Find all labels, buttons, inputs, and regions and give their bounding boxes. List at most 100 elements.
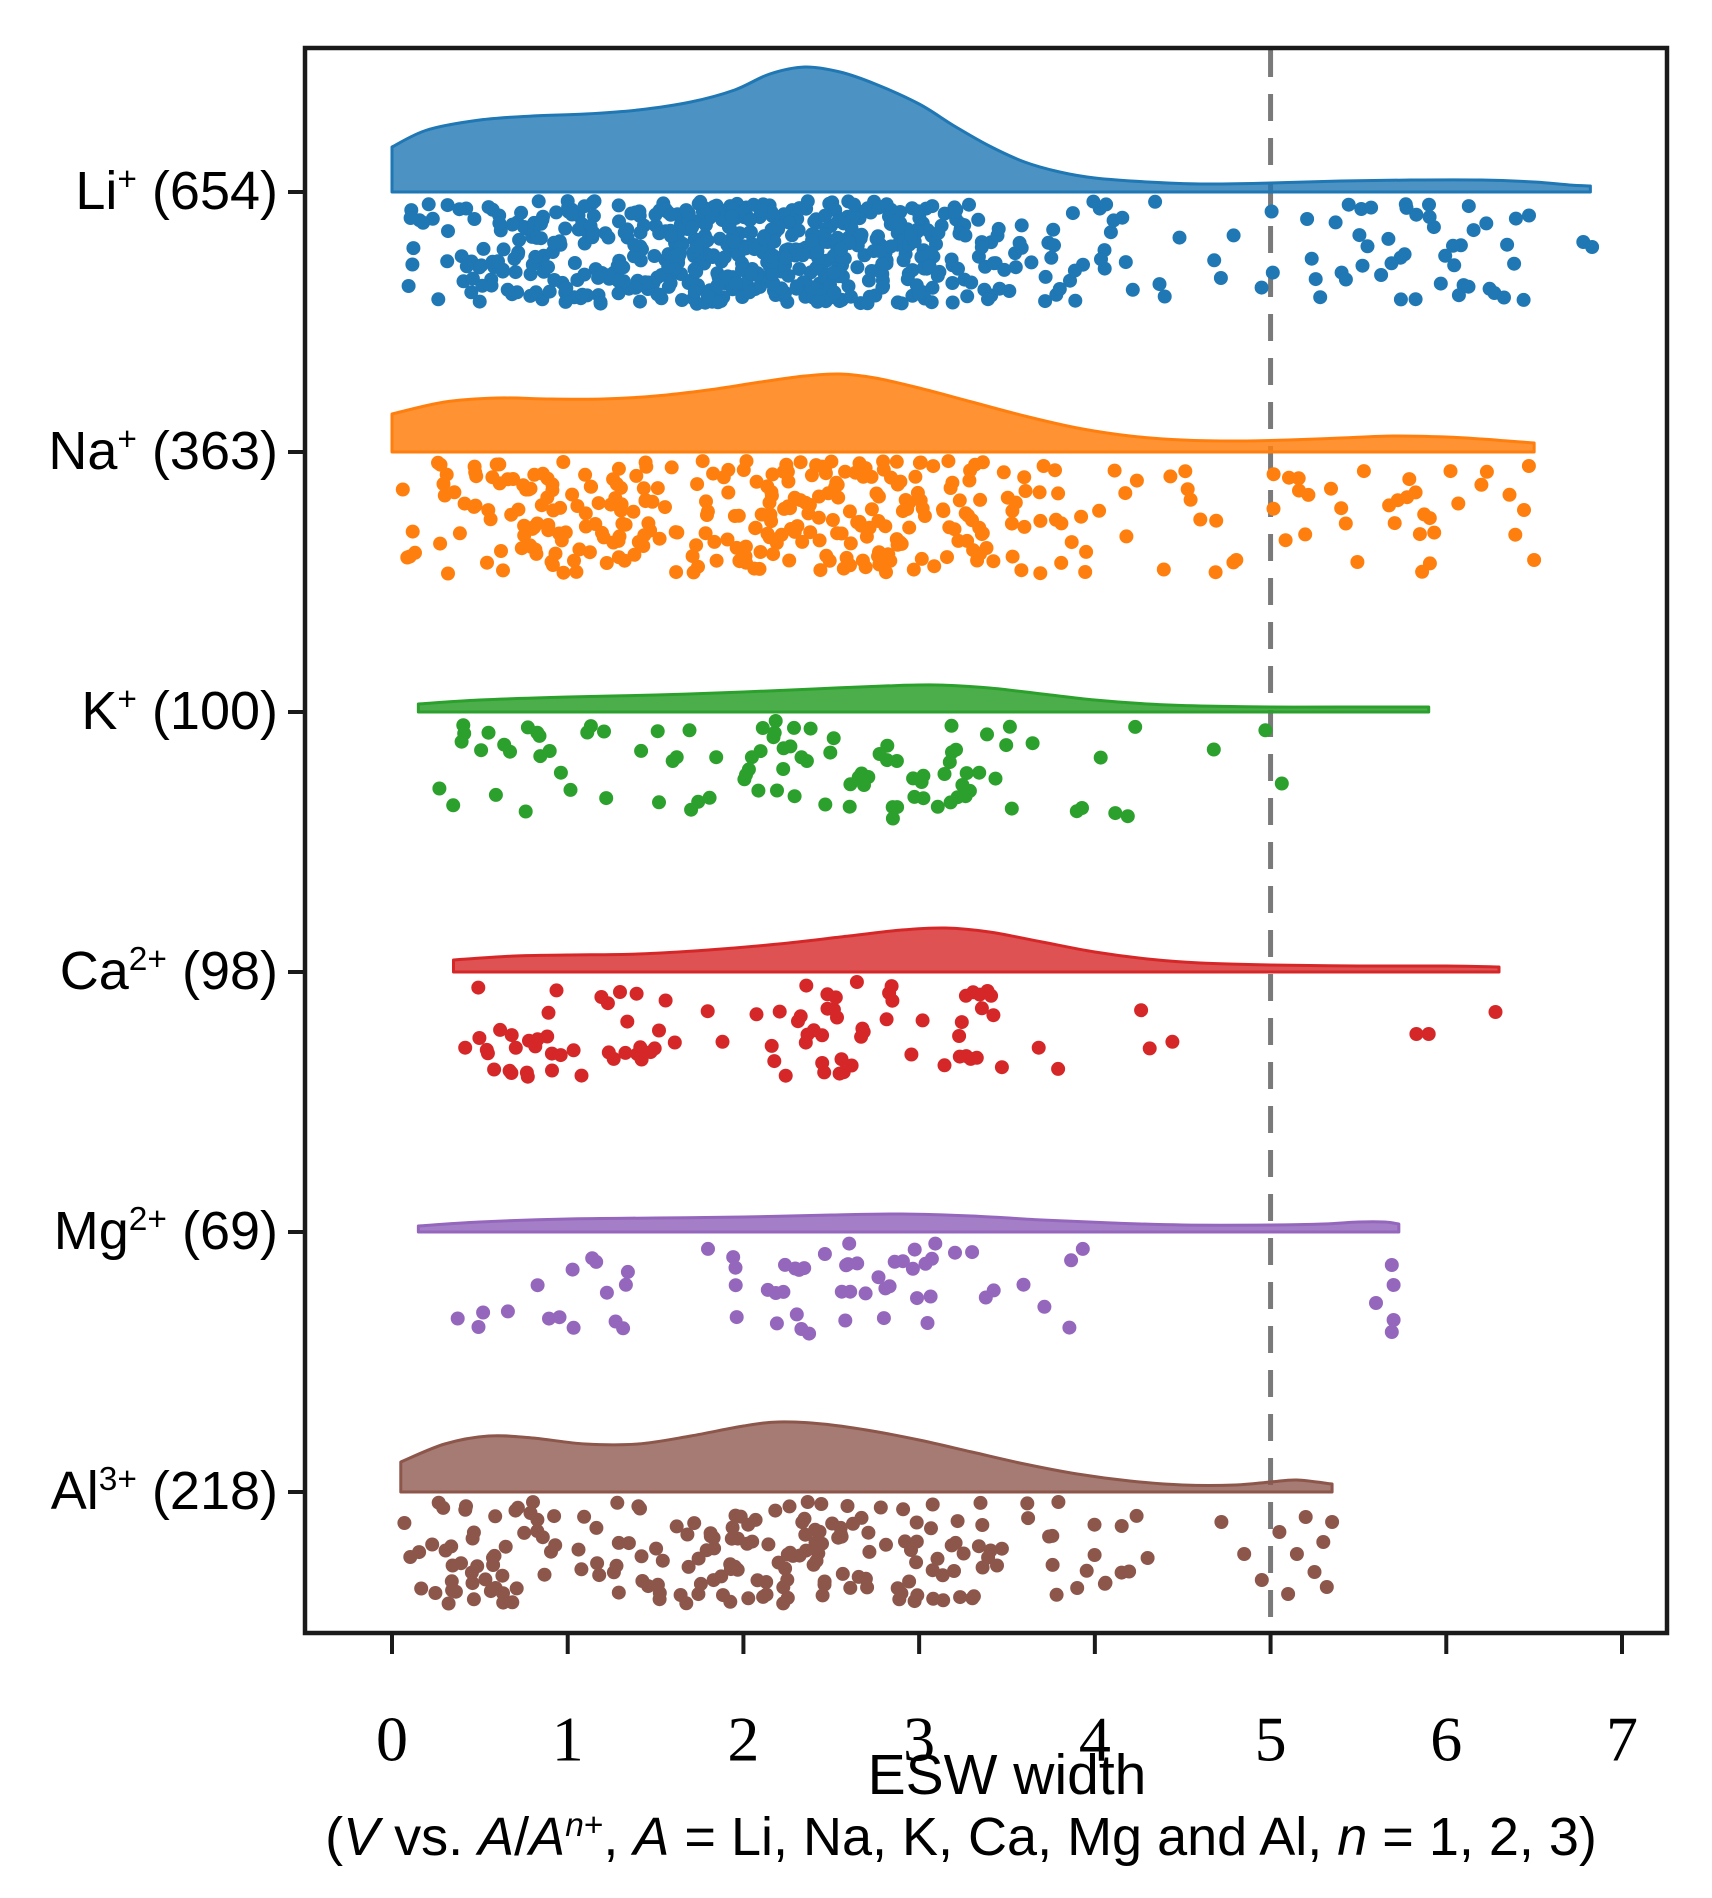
data-point (789, 1307, 804, 1322)
data-point (508, 1503, 523, 1518)
data-point (1479, 464, 1494, 479)
data-point (885, 811, 900, 826)
data-point (728, 276, 743, 291)
data-point (749, 474, 764, 489)
data-point (858, 1286, 873, 1301)
data-point (474, 743, 489, 758)
data-point (537, 1567, 552, 1582)
data-point (454, 734, 469, 749)
data-point (450, 1311, 465, 1326)
density-na (390, 372, 1536, 454)
category-label-li: Li+ (654) (75, 161, 278, 221)
data-point (620, 1014, 635, 1029)
data-point (739, 454, 754, 469)
data-point (721, 485, 736, 500)
data-point (1065, 206, 1080, 221)
data-point (552, 1310, 567, 1325)
data-point (664, 460, 679, 475)
data-point (700, 233, 715, 248)
data-point (508, 1040, 523, 1055)
data-point (925, 1497, 940, 1512)
data-point (800, 194, 815, 209)
data-point (503, 744, 517, 759)
data-point (766, 547, 781, 562)
data-point (397, 1516, 412, 1530)
data-point (617, 553, 632, 568)
data-point (517, 518, 532, 533)
data-point (1422, 511, 1437, 526)
data-point (768, 714, 783, 728)
data-point (930, 268, 945, 283)
data-point (986, 1008, 1001, 1023)
data-point (1017, 519, 1032, 534)
data-point (611, 461, 626, 476)
data-point (691, 1587, 706, 1602)
data-point (487, 1062, 502, 1077)
data-point (871, 489, 886, 504)
data-point (979, 541, 994, 555)
density-li (390, 65, 1592, 194)
data-point (498, 1539, 513, 1554)
data-point (693, 194, 708, 209)
data-point (879, 1537, 893, 1552)
data-point (508, 265, 523, 280)
data-point (483, 512, 498, 527)
data-point (927, 559, 942, 574)
data-point (400, 550, 415, 565)
data-point (458, 1040, 473, 1055)
data-point (804, 280, 819, 295)
data-point (972, 765, 987, 780)
data-point (421, 197, 436, 212)
data-point (1014, 563, 1029, 578)
data-point (571, 1542, 586, 1557)
data-point (528, 249, 543, 264)
data-point (684, 802, 699, 817)
data-point (728, 1260, 743, 1275)
data-point (578, 519, 593, 534)
data-point (755, 721, 770, 735)
data-point-outlier (1254, 1573, 1269, 1587)
data-point (1021, 1511, 1036, 1526)
data-point (831, 214, 846, 228)
data-point (1384, 256, 1399, 271)
data-point (1266, 501, 1281, 516)
data-point (541, 1005, 556, 1020)
data-point (772, 1004, 787, 1019)
data-point (904, 227, 919, 242)
data-point (779, 251, 793, 266)
data-point (962, 197, 976, 212)
data-point (1114, 1519, 1129, 1533)
data-point (582, 545, 597, 560)
data-point-outlier (1316, 1535, 1331, 1549)
data-point (914, 551, 929, 566)
data-point (931, 225, 946, 240)
data-point (997, 262, 1012, 277)
data-point (871, 1270, 886, 1285)
data-point (545, 1063, 559, 1078)
data-point (549, 205, 564, 220)
data-point (572, 542, 587, 557)
data-point (937, 767, 952, 781)
data-point (496, 563, 510, 578)
data-point (553, 526, 568, 541)
data-point (1324, 481, 1338, 496)
data-point (902, 1574, 917, 1589)
data-point (887, 214, 902, 229)
data-point (1103, 225, 1118, 240)
data-point (629, 468, 644, 483)
data-point (1360, 239, 1375, 254)
data-point (843, 289, 858, 304)
data-point (767, 234, 782, 249)
data-point (675, 293, 689, 307)
data-point (1381, 231, 1396, 246)
data-point (1087, 1548, 1102, 1562)
data-point (1079, 1563, 1094, 1578)
data-point (606, 1051, 621, 1066)
data-point (527, 467, 542, 482)
data-point (834, 242, 849, 257)
data-point-outlier (1272, 1525, 1287, 1539)
data-point (872, 244, 887, 258)
data-point-outlier (1409, 1027, 1424, 1041)
data-point (797, 1511, 812, 1526)
data-point (842, 799, 857, 814)
